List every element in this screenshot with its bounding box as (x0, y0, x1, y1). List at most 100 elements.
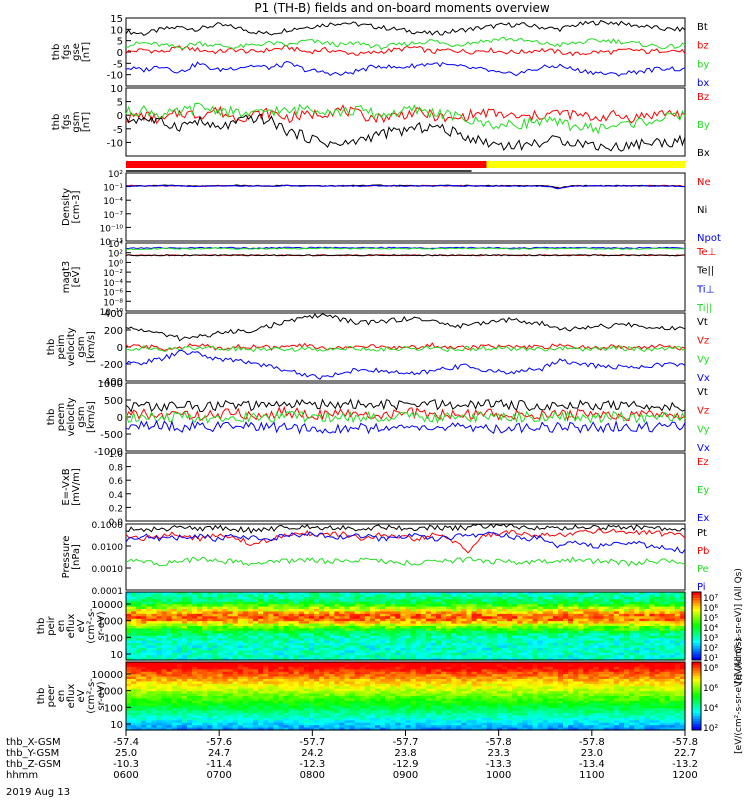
legend-entry: Pi (697, 582, 706, 593)
legend-entry: Pt (697, 528, 707, 539)
y-tick-label: 0.0100 (92, 543, 124, 553)
legend-entry: Ex (697, 513, 709, 524)
legend-entry: Ne (697, 177, 711, 188)
colorbar-tick-label: 10³ (703, 634, 718, 644)
y-tick-label: 10⁻⁷ (103, 211, 123, 221)
legend-entry: Vt (697, 387, 708, 398)
legend-entry: Vx (697, 373, 710, 384)
legend-entry: Pe (697, 564, 709, 575)
colorbar-segment (692, 646, 701, 649)
legend-entry: Vz (697, 406, 709, 417)
panel-8: 0.10000.01000.00100.0001PtPbPePiPressure… (61, 521, 709, 597)
y-tick-label: 5 (117, 98, 123, 109)
panel-frame (126, 453, 685, 521)
legend-entry: Vy (697, 354, 710, 365)
y-tick-label: 0 (117, 48, 123, 59)
panel-frame (126, 173, 685, 241)
y-tick-label: 0.6 (109, 477, 124, 487)
legend-entry: Te⊥ (696, 247, 716, 258)
y-axis-label: [eV] (71, 267, 82, 288)
legend-entry: Ey (697, 485, 709, 496)
y-axis-label: [cm-3] (71, 190, 82, 223)
legend-entry: Te|| (696, 266, 714, 277)
legend-entry: Ni (697, 205, 707, 216)
y-tick-label: 0 (117, 343, 123, 354)
y-tick-label: -5 (113, 125, 123, 136)
y-tick-label: 10 (110, 84, 123, 95)
legend-entry: by (697, 59, 709, 70)
spectrogram-cells (126, 662, 686, 731)
y-tick-label: 0.4 (109, 491, 124, 501)
colorbar-tick-label: 10⁴ (703, 624, 718, 634)
colorbar-tick-label: 10⁷ (703, 594, 718, 604)
colorbar-segment (692, 612, 701, 615)
legend-entry: Ez (697, 457, 709, 468)
y-tick-label: 10⁻⁸ (103, 298, 123, 308)
colorbar-segment (692, 603, 701, 606)
y-tick-label: 0.2 (109, 504, 123, 514)
y-axis-label: [mV/m] (71, 468, 82, 506)
figure-title: P1 (TH-B) fields and on-board moments ov… (254, 1, 550, 15)
y-axis-label: [km/s] (86, 401, 97, 433)
legend-entry: Npot (697, 233, 721, 244)
y-axis-label: sr-eV) (96, 611, 107, 640)
y-tick-label: 15 (110, 14, 123, 25)
y-tick-label: 10² (108, 250, 123, 260)
legend-entry: bx (697, 78, 709, 89)
colorbar-tick-label: 10¹ (703, 654, 718, 664)
y-tick-label: 0.0010 (92, 565, 124, 575)
y-tick-label: -10 (107, 71, 123, 82)
y-tick-label: 1000 (98, 379, 123, 390)
y-tick-label: 1.0 (109, 450, 124, 460)
y-axis-label: [nT] (81, 112, 92, 132)
legend-entry: Vx (697, 443, 710, 454)
panel-frame (126, 88, 685, 156)
legend-entry: Bt (697, 22, 708, 33)
y-tick-label: 10⁰ (108, 259, 123, 269)
y-tick-label: 10⁻⁴ (103, 197, 123, 207)
colorbar-segment (692, 654, 701, 657)
y-tick-label: 10⁻¹⁰ (100, 224, 124, 234)
y-tick-label: -500 (100, 430, 123, 441)
y-tick-label: -200 (100, 360, 123, 371)
panel-frame (126, 524, 685, 590)
y-tick-label: 10 (110, 650, 123, 661)
colorbar-segment (692, 595, 701, 598)
y-tick-label: 0 (117, 111, 123, 122)
y-tick-label: 10⁻¹ (103, 184, 123, 194)
legend-entry: By (697, 120, 710, 131)
spectrogram-cells (126, 592, 686, 661)
colorbar-segment (692, 620, 701, 623)
y-tick-label: 0.8 (109, 464, 124, 474)
y-tick-label: 0.1000 (92, 521, 124, 531)
legend-entry: Vt (697, 317, 708, 328)
colorbar-tick-label: 10⁶ (703, 604, 718, 614)
y-tick-label: 500 (104, 396, 123, 407)
y-tick-label: 200 (104, 326, 123, 337)
y-axis-label: [nT] (81, 42, 92, 62)
y-tick-label: 10⁻² (103, 269, 123, 279)
legend-entry: Bz (697, 92, 709, 103)
colorbar-segment (692, 637, 701, 640)
y-axis-label: [km/s] (86, 331, 97, 363)
y-tick-label: 0 (117, 413, 123, 424)
legend-entry: Ti|| (696, 303, 712, 314)
legend-entry: Bx (697, 148, 710, 159)
y-tick-label: 10⁻⁶ (103, 289, 123, 299)
legend-entry: Ti⊥ (696, 284, 714, 295)
y-axis-label: [nPa] (71, 544, 82, 570)
colorbar-segment (692, 629, 701, 632)
legend-entry: Vy (697, 424, 710, 435)
y-tick-label: 5 (117, 37, 123, 48)
y-tick-label: -5 (113, 59, 123, 70)
colorbar-tick-label: 10² (703, 644, 718, 654)
legend-entry: bz (697, 41, 709, 52)
colorbar-tick-label: 10⁵ (703, 614, 718, 624)
